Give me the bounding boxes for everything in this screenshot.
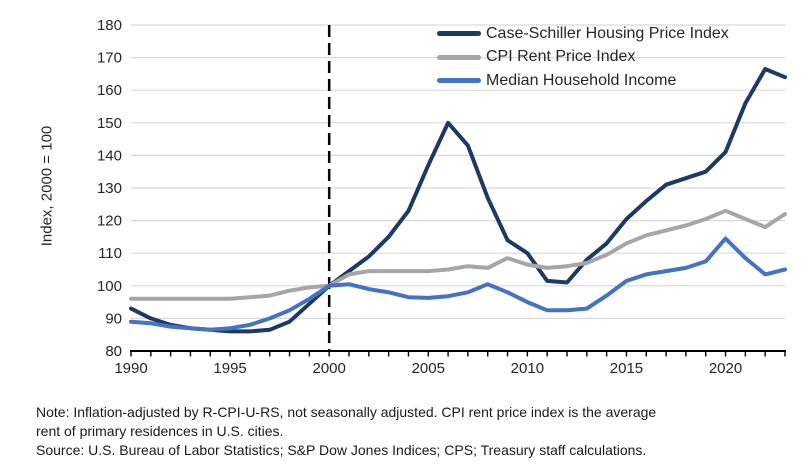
y-tick-label: 160 — [97, 82, 122, 99]
chart-footnotes: Note: Inflation-adjusted by R-CPI-U-RS, … — [36, 403, 796, 460]
x-tick-label: 2005 — [412, 360, 445, 377]
x-tick-label: 2015 — [610, 360, 643, 377]
y-tick-label: 170 — [97, 50, 122, 67]
plot-area: 80 90 100 110 120 130 140 150 160 170 180 1990 1995 2… — [97, 17, 787, 377]
legend-label-median-income: Median Household Income — [486, 71, 677, 89]
x-tick-label: 1990 — [114, 360, 147, 377]
legend-item-case-schiller: Case-Schiller Housing Price Index — [437, 22, 729, 46]
y-tick-label: 130 — [97, 180, 122, 197]
source-line: Source: U.S. Bureau of Labor Statistics;… — [36, 442, 647, 458]
legend-item-median-income: Median Household Income — [437, 69, 729, 93]
series-line-median-household-income — [129, 236, 787, 332]
series-line-case-schiller-housing-price-index — [129, 67, 787, 334]
y-tick-label: 120 — [97, 213, 122, 230]
y-tick-label: 90 — [105, 310, 122, 327]
x-tick-label: 2000 — [312, 360, 345, 377]
legend-label-cpi-rent: CPI Rent Price Index — [486, 48, 636, 66]
note-line-1: Note: Inflation-adjusted by R-CPI-U-RS, … — [36, 404, 657, 420]
legend-item-cpi-rent: CPI Rent Price Index — [437, 46, 729, 70]
legend: Case-Schiller Housing Price Index CPI Re… — [437, 22, 729, 93]
legend-swatch-cpi-rent — [437, 54, 481, 60]
series-line-cpi-rent-price-index — [129, 208, 787, 301]
y-tick-label: 140 — [97, 147, 122, 164]
y-tick-label: 100 — [97, 278, 122, 295]
note-line-2: rent of primary residences in U.S. citie… — [36, 423, 284, 439]
y-tick-label: 110 — [98, 245, 122, 262]
x-tick-label: 2010 — [511, 360, 544, 377]
x-tick-label: 1995 — [213, 360, 246, 377]
legend-swatch-case-schiller — [437, 31, 481, 37]
y-tick-label: 150 — [97, 115, 122, 132]
y-tick-label: 80 — [105, 343, 122, 360]
y-tick-label: 180 — [97, 17, 122, 34]
x-tick-label: 2020 — [709, 360, 742, 377]
legend-swatch-median-income — [437, 78, 481, 84]
legend-label-case-schiller: Case-Schiller Housing Price Index — [486, 24, 729, 42]
